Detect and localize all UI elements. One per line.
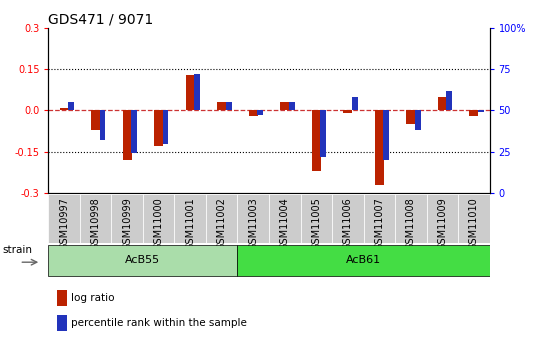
Text: log ratio: log ratio bbox=[72, 293, 115, 303]
Text: GSM11006: GSM11006 bbox=[343, 197, 353, 250]
Bar bbox=[226, 102, 231, 110]
FancyBboxPatch shape bbox=[458, 194, 490, 243]
Bar bbox=[438, 97, 447, 110]
Bar bbox=[343, 110, 352, 113]
Bar bbox=[249, 110, 258, 116]
Bar bbox=[280, 102, 289, 110]
Bar bbox=[163, 110, 168, 144]
FancyBboxPatch shape bbox=[427, 194, 458, 243]
Text: GSM11000: GSM11000 bbox=[154, 197, 164, 250]
Bar bbox=[470, 110, 478, 116]
FancyBboxPatch shape bbox=[301, 194, 332, 243]
Text: GSM10998: GSM10998 bbox=[91, 197, 101, 250]
FancyBboxPatch shape bbox=[206, 194, 237, 243]
Text: strain: strain bbox=[3, 245, 32, 255]
Bar bbox=[415, 110, 421, 130]
Text: GSM11001: GSM11001 bbox=[185, 197, 195, 250]
Bar bbox=[91, 110, 100, 130]
Bar bbox=[257, 110, 263, 115]
Bar bbox=[68, 102, 74, 110]
FancyBboxPatch shape bbox=[237, 194, 269, 243]
Bar bbox=[447, 90, 452, 110]
FancyBboxPatch shape bbox=[395, 194, 427, 243]
FancyBboxPatch shape bbox=[111, 194, 143, 243]
Bar bbox=[320, 110, 326, 157]
Bar bbox=[123, 110, 132, 160]
Bar bbox=[478, 110, 484, 112]
Bar bbox=[100, 110, 105, 140]
Text: GSM11002: GSM11002 bbox=[217, 197, 226, 250]
Bar bbox=[57, 289, 67, 306]
FancyBboxPatch shape bbox=[364, 194, 395, 243]
FancyBboxPatch shape bbox=[48, 245, 237, 276]
Text: GSM11008: GSM11008 bbox=[406, 197, 416, 250]
Bar bbox=[384, 110, 389, 160]
Text: GSM10999: GSM10999 bbox=[122, 197, 132, 250]
Text: GSM11003: GSM11003 bbox=[248, 197, 258, 250]
FancyBboxPatch shape bbox=[174, 194, 206, 243]
Bar bbox=[194, 74, 200, 110]
Text: AcB61: AcB61 bbox=[346, 256, 381, 265]
Text: GDS471 / 9071: GDS471 / 9071 bbox=[48, 12, 154, 27]
Text: GSM11009: GSM11009 bbox=[437, 197, 447, 250]
FancyBboxPatch shape bbox=[269, 194, 301, 243]
Text: GSM11007: GSM11007 bbox=[374, 197, 384, 250]
Bar bbox=[154, 110, 163, 146]
Bar bbox=[312, 110, 321, 171]
Bar bbox=[186, 75, 195, 110]
Bar bbox=[217, 102, 226, 110]
Bar bbox=[131, 110, 137, 154]
Bar bbox=[375, 110, 384, 185]
Bar bbox=[406, 110, 415, 124]
Bar bbox=[289, 102, 294, 110]
Bar bbox=[60, 108, 68, 110]
FancyBboxPatch shape bbox=[143, 194, 174, 243]
Text: GSM11010: GSM11010 bbox=[469, 197, 479, 250]
FancyBboxPatch shape bbox=[80, 194, 111, 243]
FancyBboxPatch shape bbox=[237, 245, 490, 276]
FancyBboxPatch shape bbox=[332, 194, 364, 243]
Text: GSM11005: GSM11005 bbox=[312, 197, 321, 250]
Text: percentile rank within the sample: percentile rank within the sample bbox=[72, 318, 247, 328]
Bar bbox=[352, 97, 358, 110]
Text: GSM10997: GSM10997 bbox=[59, 197, 69, 250]
FancyBboxPatch shape bbox=[48, 194, 80, 243]
Bar bbox=[57, 315, 67, 332]
Text: GSM11004: GSM11004 bbox=[280, 197, 290, 250]
Text: AcB55: AcB55 bbox=[125, 256, 160, 265]
